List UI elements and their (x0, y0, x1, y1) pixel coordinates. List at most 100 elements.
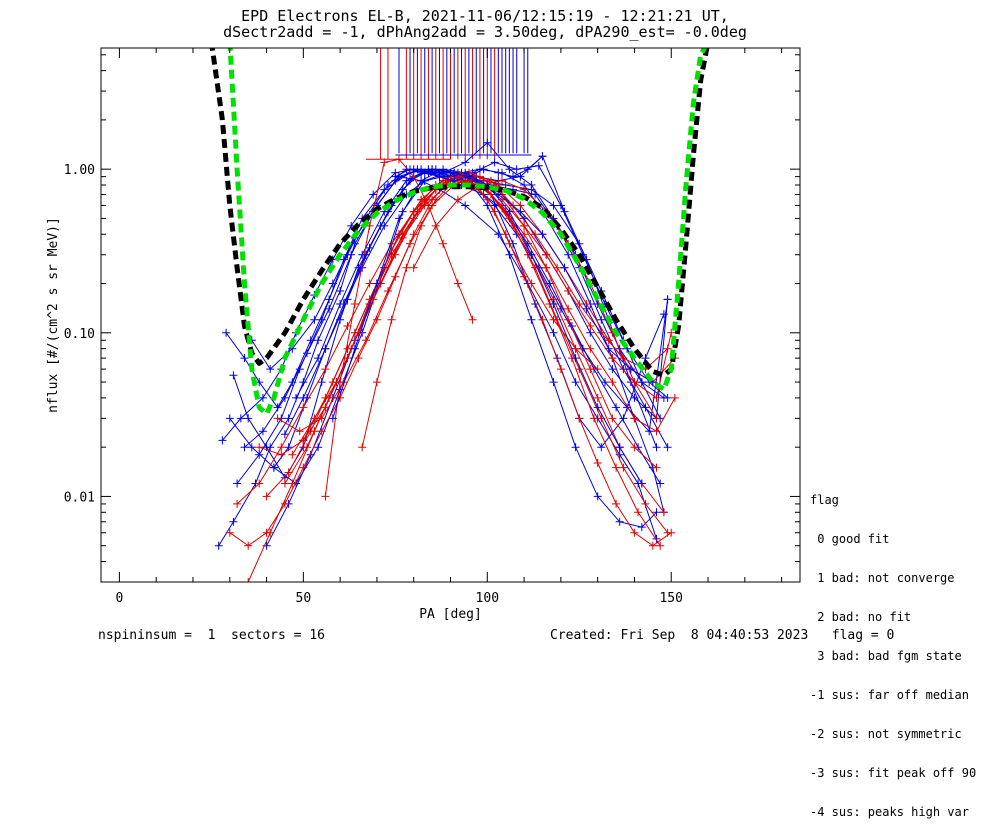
data-point (387, 315, 396, 324)
data-point (520, 272, 529, 281)
data-point (615, 443, 624, 452)
red-series-line (413, 180, 657, 419)
data-point (461, 158, 470, 167)
data-point (652, 508, 661, 517)
data-point (494, 168, 503, 177)
data-point (336, 385, 345, 394)
data-point (468, 315, 477, 324)
data-point (225, 528, 234, 537)
data-point (321, 365, 330, 374)
data-point (578, 344, 587, 353)
data-point (328, 279, 337, 288)
data-point (619, 414, 628, 423)
data-point (479, 165, 488, 174)
data-point (406, 165, 414, 174)
data-point (350, 344, 359, 353)
data-point (608, 414, 617, 423)
data-point (659, 508, 668, 517)
red-series-line (229, 180, 672, 547)
data-point (255, 450, 264, 459)
data-point (604, 344, 613, 353)
data-point (534, 161, 543, 170)
data-point (280, 430, 289, 439)
data-point (317, 315, 326, 324)
data-point (409, 263, 418, 272)
data-point (435, 172, 444, 181)
data-point (520, 221, 529, 230)
red-series-22 (299, 168, 661, 472)
data-point (608, 354, 617, 363)
data-point (505, 165, 514, 174)
data-point (461, 168, 470, 177)
data-point (564, 304, 573, 313)
data-point (314, 336, 323, 345)
data-point (590, 414, 598, 423)
data-point (652, 443, 661, 452)
data-point (354, 328, 363, 337)
data-point (523, 165, 532, 174)
data-point (365, 279, 374, 288)
data-point (369, 190, 378, 199)
blue-series-4 (222, 158, 672, 412)
legend-entry: 1 bad: not converge (810, 571, 955, 585)
data-point (637, 479, 646, 488)
data-point (634, 508, 643, 517)
data-point (255, 443, 264, 452)
data-point (328, 414, 337, 423)
pitch-angle-chart: 0 50 100 150 0.01 0.10 1.00 PA [deg] nflux [#/(c… (46, 47, 801, 622)
data-point (240, 354, 249, 363)
blue-series-line (295, 168, 669, 433)
data-point (431, 221, 440, 230)
data-point (575, 414, 584, 423)
data-point (288, 450, 297, 459)
data-point (339, 300, 348, 308)
data-point (648, 541, 657, 550)
data-point (299, 436, 308, 445)
data-point (384, 287, 392, 295)
data-point (564, 250, 573, 259)
data-point (656, 541, 665, 550)
data-point (494, 230, 503, 239)
data-point (612, 403, 621, 412)
data-point (593, 459, 602, 467)
data-point (630, 528, 639, 537)
data-point (280, 479, 289, 488)
x-tick-label: 0 (115, 591, 123, 606)
data-point (240, 443, 249, 452)
data-point (420, 168, 429, 177)
blue-series-line (232, 172, 669, 479)
data-point (490, 158, 499, 167)
data-point (225, 414, 234, 423)
y-tick-label: 1.00 (64, 163, 95, 178)
data-point (571, 344, 580, 353)
data-point (597, 443, 606, 452)
data-point (233, 499, 242, 508)
blue-series-11 (269, 168, 668, 488)
data-point (229, 517, 238, 526)
data-point (395, 155, 403, 164)
data-point (659, 393, 668, 402)
legend-entry: -3 sus: fit peak off 90 (810, 766, 977, 780)
legend-entry: 3 bad: bad fgm state (810, 649, 962, 663)
data-point (571, 443, 580, 452)
data-point (556, 365, 565, 374)
red-series-line (284, 176, 661, 546)
blue-series-26 (328, 165, 646, 488)
data-point (222, 328, 231, 337)
data-point (527, 279, 536, 288)
data-point (218, 436, 227, 445)
data-point (391, 250, 400, 259)
data-point (520, 185, 529, 194)
data-point (549, 328, 558, 337)
data-point (325, 304, 334, 313)
data-point (505, 239, 514, 248)
data-point (586, 365, 595, 374)
data-point (641, 403, 650, 412)
data-point (630, 393, 639, 402)
blue-series-line (225, 161, 668, 409)
data-point (483, 138, 492, 147)
data-point (358, 443, 367, 452)
data-point (317, 414, 326, 423)
data-point (391, 172, 400, 181)
data-point (505, 250, 514, 259)
